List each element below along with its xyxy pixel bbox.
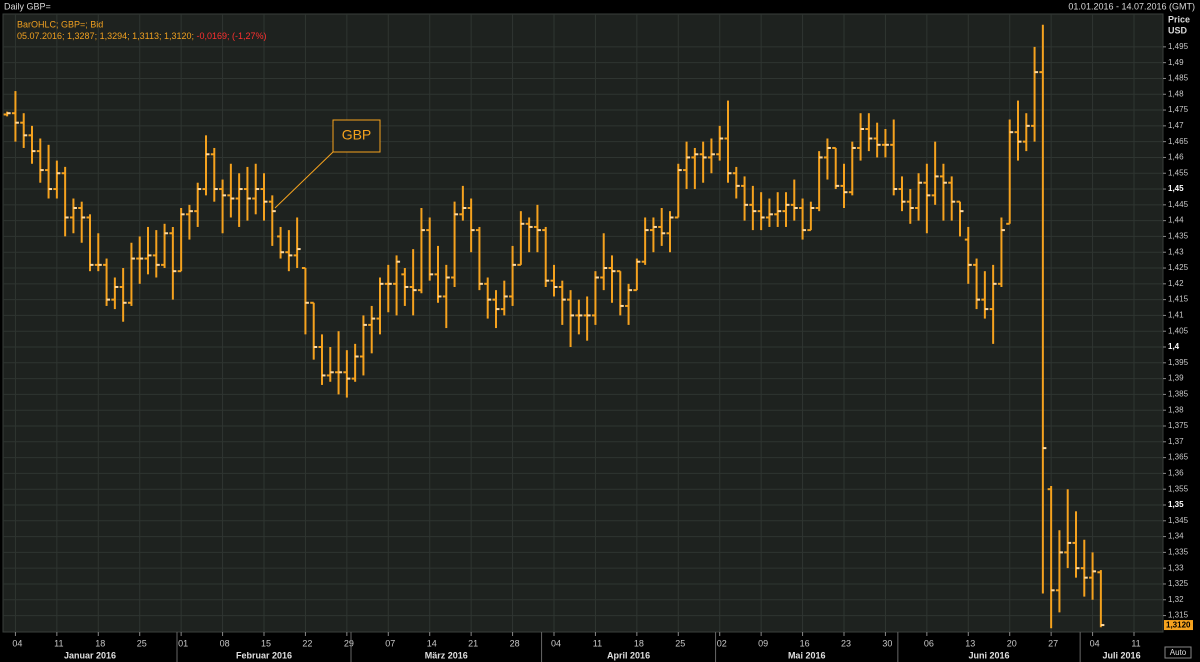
y-tick-label: 1,38 xyxy=(1168,405,1184,414)
y-tick-label: 1,49 xyxy=(1168,58,1184,67)
last-price-label: 1,3120 xyxy=(1166,621,1191,630)
y-tick-label: 1,48 xyxy=(1168,89,1184,98)
x-tick-label: 04 xyxy=(551,638,561,648)
y-tick-label: 1,495 xyxy=(1168,42,1189,51)
y-tick-label: 1,335 xyxy=(1168,547,1189,556)
y-tick-label: 1,315 xyxy=(1168,611,1189,620)
x-tick-label: 25 xyxy=(675,638,685,648)
plot-area xyxy=(2,13,1164,633)
y-tick-label: 1,36 xyxy=(1168,469,1184,478)
y-tick-label: 1,375 xyxy=(1168,421,1189,430)
month-label: April 2016 xyxy=(607,650,650,660)
y-tick-label: 1,44 xyxy=(1168,216,1184,225)
y-tick-label: 1,455 xyxy=(1168,168,1189,177)
x-tick-label: 11 xyxy=(593,638,602,648)
y-tick-label: 1,415 xyxy=(1168,295,1189,304)
y-tick-label: 1,35 xyxy=(1168,500,1184,509)
x-tick-label: 09 xyxy=(758,638,768,648)
y-tick-label: 1,345 xyxy=(1168,516,1189,525)
y-tick-label: 1,41 xyxy=(1168,311,1184,320)
y-tick-label: 1,425 xyxy=(1168,263,1189,272)
y-tick-label: 1,435 xyxy=(1168,232,1189,241)
y-tick-label: 1,475 xyxy=(1168,105,1189,114)
month-label: Juli 2016 xyxy=(1103,650,1141,660)
y-tick-label: 1,47 xyxy=(1168,121,1184,130)
y-tick-label: 1,385 xyxy=(1168,390,1189,399)
x-tick-label: 21 xyxy=(468,638,478,648)
y-tick-label: 1,325 xyxy=(1168,579,1189,588)
x-tick-label: 01 xyxy=(178,638,188,648)
y-tick-label: 1,33 xyxy=(1168,563,1184,572)
y-tick-label: 1,445 xyxy=(1168,200,1189,209)
y-tick-label: 1,355 xyxy=(1168,484,1189,493)
month-label: Januar 2016 xyxy=(64,650,116,660)
last-price-box xyxy=(1164,620,1193,631)
y-tick-label: 1,395 xyxy=(1168,358,1189,367)
y-tick-label: 1,39 xyxy=(1168,374,1184,383)
x-tick-label: 11 xyxy=(54,638,63,648)
y-tick-label: 1,37 xyxy=(1168,437,1184,446)
y-tick-label: 1,405 xyxy=(1168,326,1189,335)
x-tick-label: 04 xyxy=(1090,638,1100,648)
x-tick-label: 30 xyxy=(882,638,892,648)
date-range: 01.01.2016 - 14.07.2016 (GMT) xyxy=(1068,1,1195,11)
x-tick-label: 22 xyxy=(302,638,312,648)
annotation-pointer xyxy=(274,151,334,209)
month-label: Juni 2016 xyxy=(968,650,1009,660)
scale-mode: Auto xyxy=(1170,648,1187,657)
x-tick-label: 04 xyxy=(12,638,22,648)
y-tick-label: 1,46 xyxy=(1168,153,1184,162)
x-tick-label: 18 xyxy=(634,638,644,648)
y-tick-label: 1,485 xyxy=(1168,74,1189,83)
x-tick-label: 20 xyxy=(1007,638,1017,648)
annotation-box xyxy=(332,119,381,153)
y-tick-label: 1,365 xyxy=(1168,453,1189,462)
y-tick-label: 1,45 xyxy=(1168,184,1184,193)
info-line: 05.07.2016; 1,3287; 1,3294; 1,3113; 1,31… xyxy=(17,31,267,41)
y-tick-label: 1,32 xyxy=(1168,595,1184,604)
x-tick-label: 08 xyxy=(220,638,230,648)
x-tick-label: 25 xyxy=(137,638,147,648)
x-tick-label: 15 xyxy=(261,638,271,648)
annotation-text: GBP xyxy=(342,127,372,143)
annotation: GBP xyxy=(274,119,381,209)
x-tick-label: 02 xyxy=(717,638,727,648)
x-tick-label: 13 xyxy=(965,638,975,648)
y-axis-unit: USD xyxy=(1168,25,1188,35)
y-tick-label: 1,43 xyxy=(1168,247,1184,256)
info-values: 05.07.2016; 1,3287; 1,3294; 1,3113; 1,31… xyxy=(17,31,194,41)
x-tick-label: 27 xyxy=(1048,638,1058,648)
x-tick-label: 14 xyxy=(427,638,437,648)
month-label: März 2016 xyxy=(425,650,468,660)
month-label: Februar 2016 xyxy=(236,650,292,660)
chart-title: Daily GBP= xyxy=(4,1,51,11)
x-tick-label: 07 xyxy=(385,638,395,648)
grid xyxy=(3,14,1163,632)
y-tick-label: 1,465 xyxy=(1168,137,1189,146)
info-change: -0,0169; (-1,27%) xyxy=(197,31,267,41)
ohlc-bars xyxy=(3,24,1105,629)
legend-text: BarOHLC; GBP=; Bid xyxy=(17,19,103,29)
y-tick-label: 1,42 xyxy=(1168,279,1184,288)
x-tick-label: 11 xyxy=(1131,638,1140,648)
x-tick-label: 06 xyxy=(924,638,934,648)
x-tick-label: 18 xyxy=(95,638,105,648)
x-tick-label: 23 xyxy=(841,638,851,648)
y-tick-label: 1,34 xyxy=(1168,532,1184,541)
scale-mode-box xyxy=(1164,646,1192,659)
month-label: Mai 2016 xyxy=(788,650,826,660)
x-tick-label: 16 xyxy=(800,638,810,648)
x-tick-label: 29 xyxy=(344,638,354,648)
y-tick-label: 1,4 xyxy=(1168,342,1180,351)
y-axis-label: Price xyxy=(1168,14,1190,24)
x-tick-label: 28 xyxy=(510,638,520,648)
